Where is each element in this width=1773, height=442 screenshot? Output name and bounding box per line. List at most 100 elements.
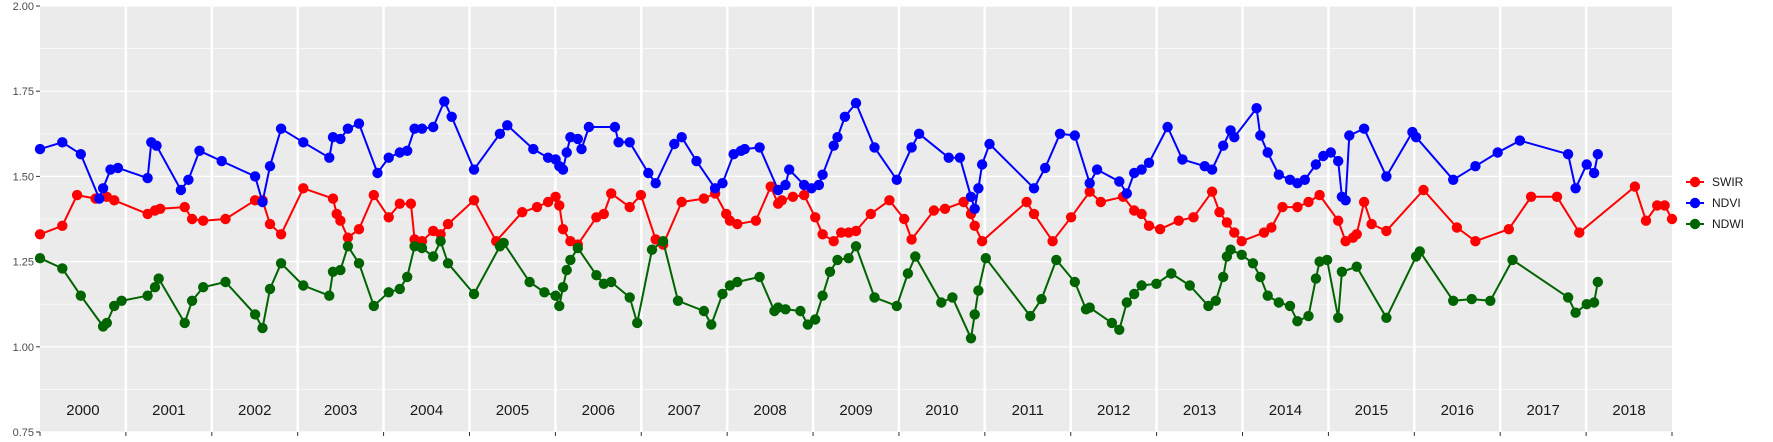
data-point-ndwi <box>142 290 153 301</box>
data-point-ndwi <box>1184 280 1196 291</box>
data-point-swir <box>557 224 569 235</box>
data-point-swir <box>1470 236 1481 247</box>
data-point-ndvi <box>557 164 569 175</box>
legend: SWIR NDVI NDWI <box>1686 175 1744 231</box>
data-point-swir <box>1451 222 1463 233</box>
data-point-ndvi <box>528 143 539 155</box>
data-point-ndvi <box>502 120 513 131</box>
data-point-swir <box>1366 218 1377 230</box>
data-point-ndvi <box>1310 159 1322 170</box>
data-point-swir <box>264 218 276 230</box>
data-point-ndvi <box>1177 154 1188 165</box>
data-point-ndwi <box>591 270 602 281</box>
data-point-ndwi <box>817 290 828 301</box>
data-point-swir <box>1095 196 1107 208</box>
data-point-swir <box>34 229 46 240</box>
data-point-swir <box>850 225 862 237</box>
data-point-ndwi <box>632 317 643 329</box>
data-point-ndwi <box>1507 254 1518 266</box>
data-point-swir <box>550 191 561 202</box>
data-point-ndvi <box>780 179 791 191</box>
data-point-ndvi <box>850 97 862 109</box>
legend-key-point-swir <box>1689 176 1701 188</box>
data-point-swir <box>750 215 762 226</box>
data-point-ndvi <box>264 161 276 172</box>
data-point-ndvi <box>1069 130 1081 141</box>
data-point-ndwi <box>802 319 813 330</box>
data-point-ndwi <box>57 263 68 274</box>
data-point-ndvi <box>183 174 194 185</box>
data-point-swir <box>836 227 847 238</box>
data-point-ndvi <box>813 179 825 191</box>
data-point-swir <box>1221 217 1233 228</box>
data-point-ndwi <box>554 300 565 312</box>
data-point-ndvi <box>784 164 795 175</box>
data-point-ndwi <box>275 258 287 269</box>
data-point-ndvi <box>298 137 309 148</box>
data-point-swir <box>865 208 876 220</box>
data-point-ndwi <box>732 276 743 288</box>
data-point-ndwi <box>186 295 198 306</box>
data-point-ndwi <box>1273 297 1285 308</box>
data-point-ndvi <box>691 155 702 167</box>
data-point-swir <box>635 189 647 201</box>
data-point-ndwi <box>1588 297 1600 308</box>
data-point-ndvi <box>828 140 839 151</box>
data-point-swir <box>624 201 635 213</box>
data-point-ndvi <box>175 184 187 196</box>
data-point-ndwi <box>973 285 984 296</box>
data-point-swir <box>1084 186 1095 197</box>
data-point-swir <box>1236 236 1247 247</box>
data-point-ndwi <box>965 333 977 344</box>
data-point-ndwi <box>402 271 413 283</box>
data-point-ndvi <box>717 178 728 189</box>
data-point-swir <box>884 195 895 206</box>
data-point-ndwi <box>1485 295 1496 306</box>
data-point-swir <box>298 183 309 194</box>
data-point-ndwi <box>1592 276 1604 288</box>
x-axis-years: 2000 2001 2002 2003 2004 2005 2006 2007 2008 2009… <box>66 402 1645 419</box>
data-point-swir <box>1503 224 1515 235</box>
data-point-ndvi <box>353 118 365 129</box>
data-point-swir <box>787 191 799 202</box>
data-point-ndwi <box>550 290 561 301</box>
data-point-ndwi <box>498 237 509 249</box>
year-label: 2016 <box>1441 402 1474 419</box>
data-point-ndvi <box>1054 128 1066 139</box>
data-point-ndwi <box>149 282 161 293</box>
year-label: 2018 <box>1612 402 1645 419</box>
data-point-ndwi <box>468 288 480 300</box>
year-label: 2012 <box>1097 402 1130 419</box>
data-point-swir <box>598 208 609 220</box>
data-point-ndvi <box>817 169 828 180</box>
data-point-ndvi <box>1333 155 1344 167</box>
data-point-ndwi <box>394 283 405 295</box>
legend-label-ndwi: NDWI <box>1712 217 1744 231</box>
data-point-ndvi <box>613 137 624 148</box>
data-point-ndwi <box>1466 293 1477 305</box>
data-point-ndwi <box>1203 300 1214 312</box>
data-point-ndvi <box>439 96 450 107</box>
y-tick-label: 1.00 <box>13 342 34 354</box>
data-point-swir <box>606 188 617 199</box>
data-point-ndvi <box>709 183 721 194</box>
year-label: 2014 <box>1269 402 1302 419</box>
data-point-ndvi <box>372 167 383 179</box>
data-point-ndvi <box>1273 169 1285 180</box>
data-point-ndwi <box>1236 249 1247 260</box>
data-point-ndvi <box>1592 149 1604 160</box>
data-point-ndwi <box>298 280 309 291</box>
data-point-ndvi <box>1251 103 1262 114</box>
data-point-swir <box>1206 186 1218 197</box>
data-point-swir <box>958 196 969 208</box>
data-point-swir <box>353 224 365 235</box>
data-point-ndvi <box>1255 130 1266 141</box>
data-point-ndvi <box>151 140 162 151</box>
data-point-ndvi <box>446 111 457 123</box>
data-point-ndvi <box>94 193 105 204</box>
data-point-ndwi <box>335 264 346 276</box>
data-point-ndwi <box>383 287 394 298</box>
year-label: 2006 <box>582 402 615 419</box>
data-point-swir <box>928 205 940 216</box>
data-point-ndwi <box>1262 290 1273 301</box>
